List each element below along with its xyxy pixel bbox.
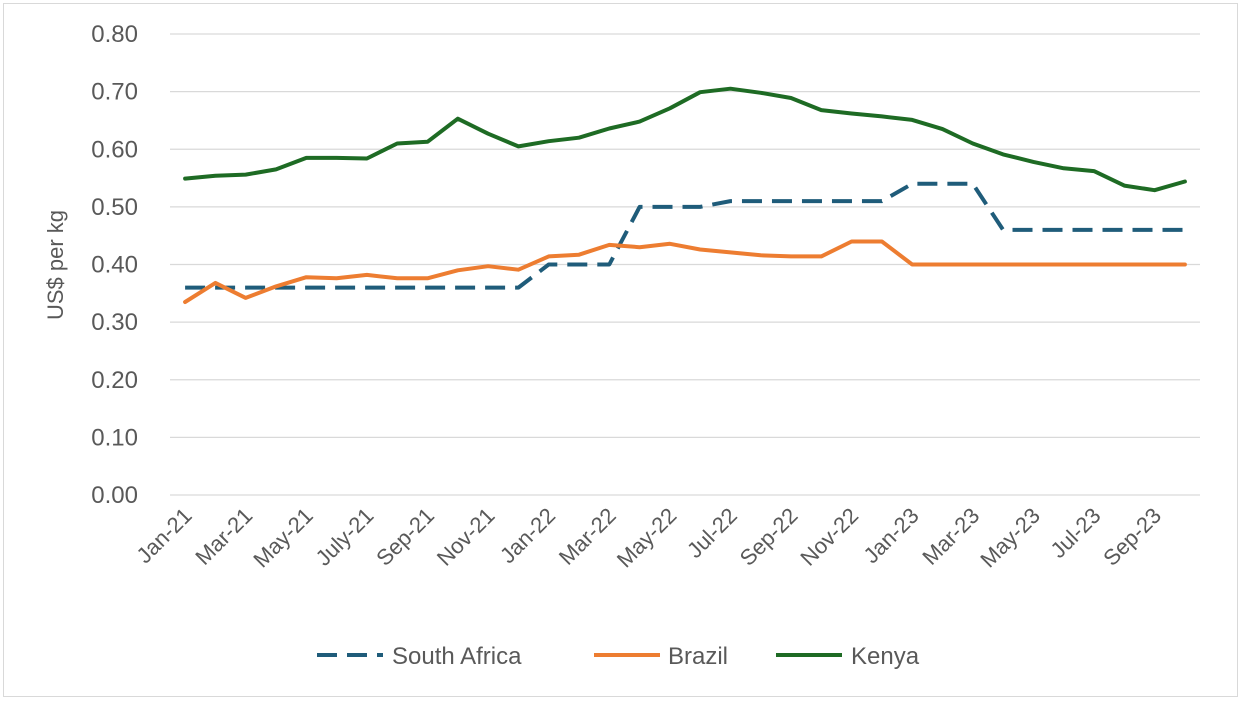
x-tick-label: Jul-22 [682, 503, 742, 563]
x-tick-label: May-23 [975, 503, 1045, 573]
x-tick-label: Sep-21 [371, 503, 439, 571]
y-tick-label: 0.30 [91, 309, 138, 336]
x-tick-label: Sep-22 [735, 503, 803, 571]
y-tick-label: 0.20 [91, 367, 138, 394]
x-axis-ticks: Jan-21Mar-21May-21July-21Sep-21Nov-21Jan… [131, 503, 1166, 573]
series-line-kenya [183, 86, 1187, 193]
y-axis-title: US$ per kg [43, 210, 68, 320]
x-tick-label: May-21 [248, 503, 318, 573]
x-tick-label: Mar-21 [190, 503, 257, 570]
x-tick-label: May-22 [612, 503, 682, 573]
x-tick-label: Jan-21 [131, 503, 196, 568]
x-tick-label: Nov-21 [432, 503, 500, 571]
x-tick-label: Mar-22 [554, 503, 621, 570]
y-tick-label: 0.00 [91, 482, 138, 509]
x-tick-label: Jul-23 [1045, 503, 1105, 563]
legend-label: South Africa [392, 643, 522, 670]
y-tick-label: 0.80 [91, 21, 138, 48]
x-tick-label: Jan-22 [495, 503, 560, 568]
y-tick-label: 0.50 [91, 194, 138, 221]
y-tick-label: 0.70 [91, 79, 138, 106]
x-tick-label: July-21 [311, 503, 379, 571]
legend-label: Brazil [668, 643, 728, 670]
series-line-brazil [183, 239, 1187, 304]
legend: South Africa Brazil Kenya [317, 643, 920, 670]
x-tick-label: Mar-23 [917, 503, 984, 570]
y-tick-label: 0.40 [91, 252, 138, 279]
x-tick-label: Jan-23 [858, 503, 923, 568]
x-tick-label: Sep-23 [1098, 503, 1166, 571]
series-line-south-africa [185, 181, 1185, 290]
y-tick-label: 0.10 [91, 424, 138, 451]
legend-label: Kenya [851, 643, 920, 670]
series-lines [183, 86, 1187, 304]
y-axis-ticks: 0.00 0.10 0.20 0.30 0.40 0.50 0.60 0.70 0.80 [91, 21, 138, 509]
y-tick-label: 0.60 [91, 136, 138, 163]
chart-frame [3, 3, 1238, 697]
x-tick-label: Nov-22 [795, 503, 863, 571]
